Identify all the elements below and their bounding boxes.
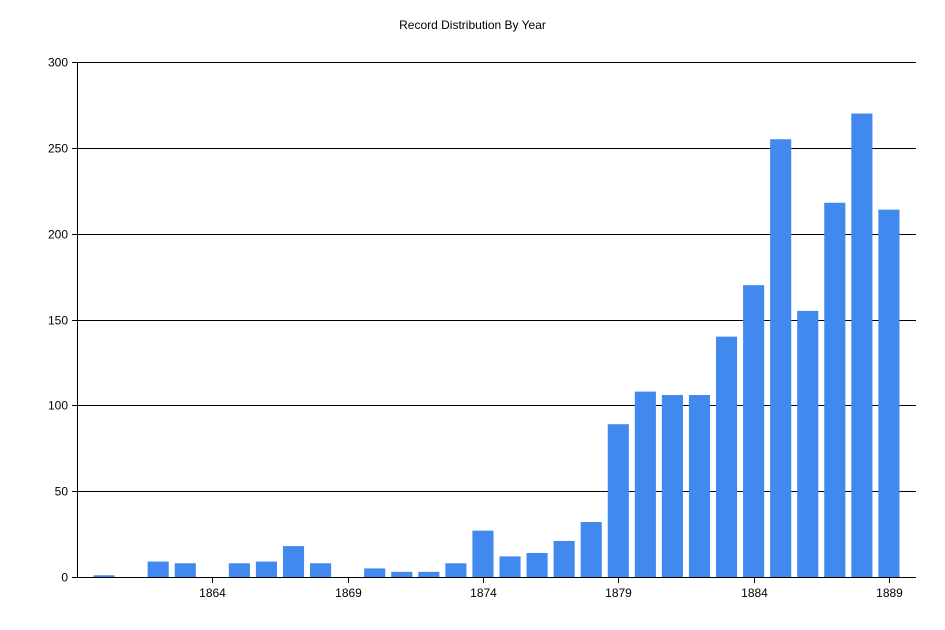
y-tick-label: 250 <box>48 142 68 156</box>
bar-1867 <box>282 546 305 577</box>
y-tick-label: 150 <box>48 314 68 328</box>
bar-1872 <box>418 571 440 577</box>
bars <box>93 113 900 577</box>
bar-1885 <box>770 139 792 577</box>
x-tick-label: 1889 <box>876 586 903 600</box>
bar-1880 <box>634 391 656 577</box>
bar-1878 <box>580 522 602 577</box>
bar-1888 <box>851 113 873 577</box>
bar-1883 <box>715 336 738 577</box>
bar-1870 <box>364 568 386 577</box>
bar-1866 <box>255 561 278 577</box>
bar-1879 <box>607 424 629 577</box>
bar-1871 <box>391 571 413 577</box>
y-tick-label: 50 <box>55 485 69 499</box>
y-tick-label: 200 <box>48 228 68 242</box>
bar-1887 <box>824 202 846 577</box>
y-tick-label: 300 <box>48 56 68 70</box>
bar-1875 <box>499 556 521 577</box>
bar-1876 <box>526 552 548 577</box>
x-tick-label: 1879 <box>605 586 632 600</box>
bar-1882 <box>688 395 711 577</box>
bar-1884 <box>743 285 765 577</box>
y-tick-label: 0 <box>61 571 68 585</box>
x-tick-label: 1864 <box>199 586 226 600</box>
bar-1863 <box>174 563 196 577</box>
bar-1862 <box>147 561 169 577</box>
x-tick-labels: 1864 1869 1874 1879 1884 1889 <box>199 586 903 600</box>
y-tick-labels: 0 50 100 150 200 250 300 <box>48 56 68 585</box>
x-tick-label: 1874 <box>470 586 497 600</box>
x-tick-label: 1869 <box>335 586 362 600</box>
axes <box>72 62 916 583</box>
chart-title: Record Distribution By Year <box>399 18 546 32</box>
bar-1865 <box>228 563 250 577</box>
bar-1889 <box>878 209 900 577</box>
bar-1874 <box>472 530 494 577</box>
y-tick-label: 100 <box>48 399 68 413</box>
bar-1868 <box>310 563 332 577</box>
bar-1886 <box>797 310 819 577</box>
x-tick-label: 1884 <box>741 586 768 600</box>
bar-1860 <box>93 575 115 577</box>
bar-1873 <box>445 563 467 577</box>
bar-1881 <box>661 395 683 577</box>
bar-1877 <box>553 540 575 577</box>
